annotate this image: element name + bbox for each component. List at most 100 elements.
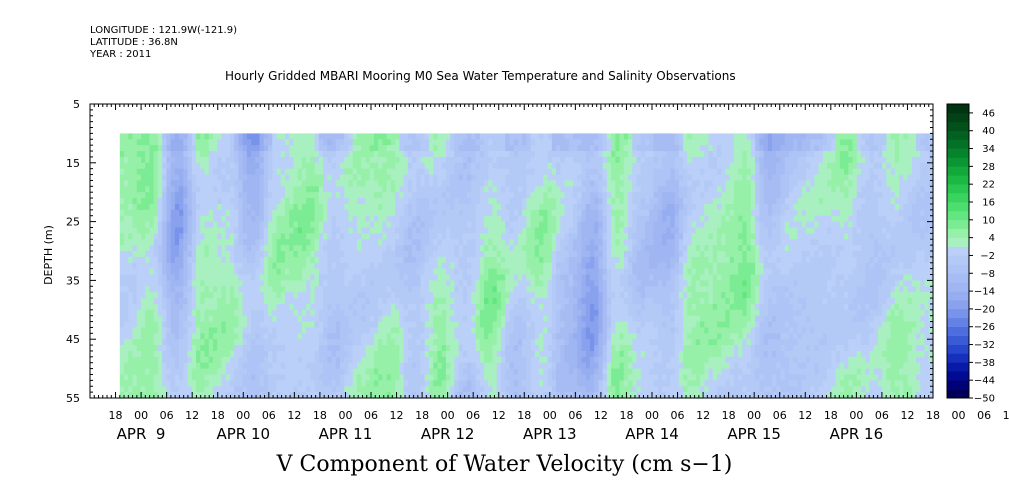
heatmap-cell [272, 233, 278, 240]
heatmap-cell [412, 315, 417, 323]
heatmap-cell [441, 333, 447, 340]
heatmap-cell [272, 262, 278, 270]
heatmap-cell [572, 245, 578, 252]
heatmap-cell [454, 151, 460, 158]
heatmap-cell [246, 309, 252, 317]
heatmap-cell [365, 321, 371, 329]
heatmap-cell [445, 321, 451, 329]
heatmap-cell [454, 292, 460, 299]
heatmap-cell [378, 215, 383, 223]
heatmap-cell [475, 162, 481, 170]
longitude-label: LONGITUDE : 121.9W(-121.9) [90, 25, 237, 36]
heatmap-cell [471, 292, 477, 299]
heatmap-cell [157, 262, 163, 270]
heatmap-cell [445, 251, 451, 258]
heatmap-cell [479, 186, 485, 193]
heatmap-cell [488, 386, 494, 393]
heatmap-cell [145, 245, 151, 252]
heatmap-cell [568, 268, 574, 276]
heatmap-cell [251, 339, 256, 346]
heatmap-cell [437, 133, 443, 140]
heatmap-cell [369, 186, 375, 193]
heatmap-cell [475, 274, 481, 281]
heatmap-cell [200, 315, 206, 323]
heatmap-cell [140, 286, 146, 293]
heatmap-cell [505, 256, 511, 264]
heatmap-cell [428, 256, 434, 264]
heatmap-cell [284, 309, 290, 317]
heatmap-cell [437, 209, 443, 217]
heatmap-cell [382, 174, 388, 182]
heatmap-cell [386, 151, 392, 158]
heatmap-cell [297, 392, 303, 399]
heatmap-cell [424, 262, 430, 270]
heatmap-cell [496, 198, 502, 205]
heatmap-cell [174, 333, 180, 340]
heatmap-cell [513, 374, 519, 381]
heatmap-cell [280, 251, 286, 258]
heatmap-cell [259, 392, 265, 399]
heatmap-cell [234, 251, 239, 258]
heatmap-cell [238, 239, 244, 246]
heatmap-cell [344, 392, 350, 399]
heatmap-cell [124, 368, 129, 376]
heatmap-cell [153, 168, 159, 176]
heatmap-cell [471, 245, 477, 252]
heatmap-cell [136, 262, 142, 270]
heatmap-cell [268, 186, 273, 193]
heatmap-cell [513, 151, 519, 158]
heatmap-cell [428, 303, 434, 311]
heatmap-cell [344, 327, 350, 334]
heatmap-cell [484, 156, 489, 164]
heatmap-cell [251, 198, 256, 205]
heatmap-cell [437, 256, 443, 264]
heatmap-cell [407, 209, 413, 217]
heatmap-cell [395, 162, 400, 170]
heatmap-cell [441, 186, 447, 193]
heatmap-cell [484, 262, 489, 270]
heatmap-cell [352, 251, 358, 258]
heatmap-cell [445, 356, 451, 364]
heatmap-cell [136, 327, 142, 334]
heatmap-cell [488, 368, 494, 376]
heatmap-cell [187, 380, 193, 387]
heatmap-cell [272, 268, 278, 276]
heatmap-cell [344, 303, 350, 311]
heatmap-cell [200, 262, 206, 270]
heatmap-cell [352, 215, 358, 223]
heatmap-cell [306, 350, 311, 358]
heatmap-cell [395, 386, 400, 393]
heatmap-cell [356, 233, 362, 240]
heatmap-cell [551, 321, 557, 329]
heatmap-cell [382, 350, 388, 358]
heatmap-cell [564, 268, 570, 276]
heatmap-cell [433, 245, 439, 252]
heatmap-cell [420, 139, 426, 146]
heatmap-cell [522, 203, 528, 211]
heatmap-cell [513, 368, 519, 376]
heatmap-cell [340, 327, 345, 334]
heatmap-cell [437, 274, 443, 281]
heatmap-cell [306, 309, 311, 317]
heatmap-cell [170, 156, 176, 164]
heatmap-cell [301, 333, 307, 340]
heatmap-cell [378, 245, 383, 252]
heatmap-cell [255, 156, 261, 164]
heatmap-cell [310, 215, 316, 223]
heatmap-cell [246, 174, 252, 182]
heatmap-cell [547, 374, 553, 381]
heatmap-cell [200, 186, 206, 193]
heatmap-cell [509, 139, 515, 146]
heatmap-cell [183, 374, 189, 381]
heatmap-cell [522, 280, 528, 287]
heatmap-cell [433, 251, 439, 258]
heatmap-cell [585, 327, 591, 334]
heatmap-cell [539, 151, 544, 158]
heatmap-cell [513, 162, 519, 170]
heatmap-cell [136, 315, 142, 323]
heatmap-cell [475, 368, 481, 376]
heatmap-cell [238, 298, 244, 305]
heatmap-cell [272, 256, 278, 264]
heatmap-cell [547, 368, 553, 376]
heatmap-cell [327, 245, 333, 252]
